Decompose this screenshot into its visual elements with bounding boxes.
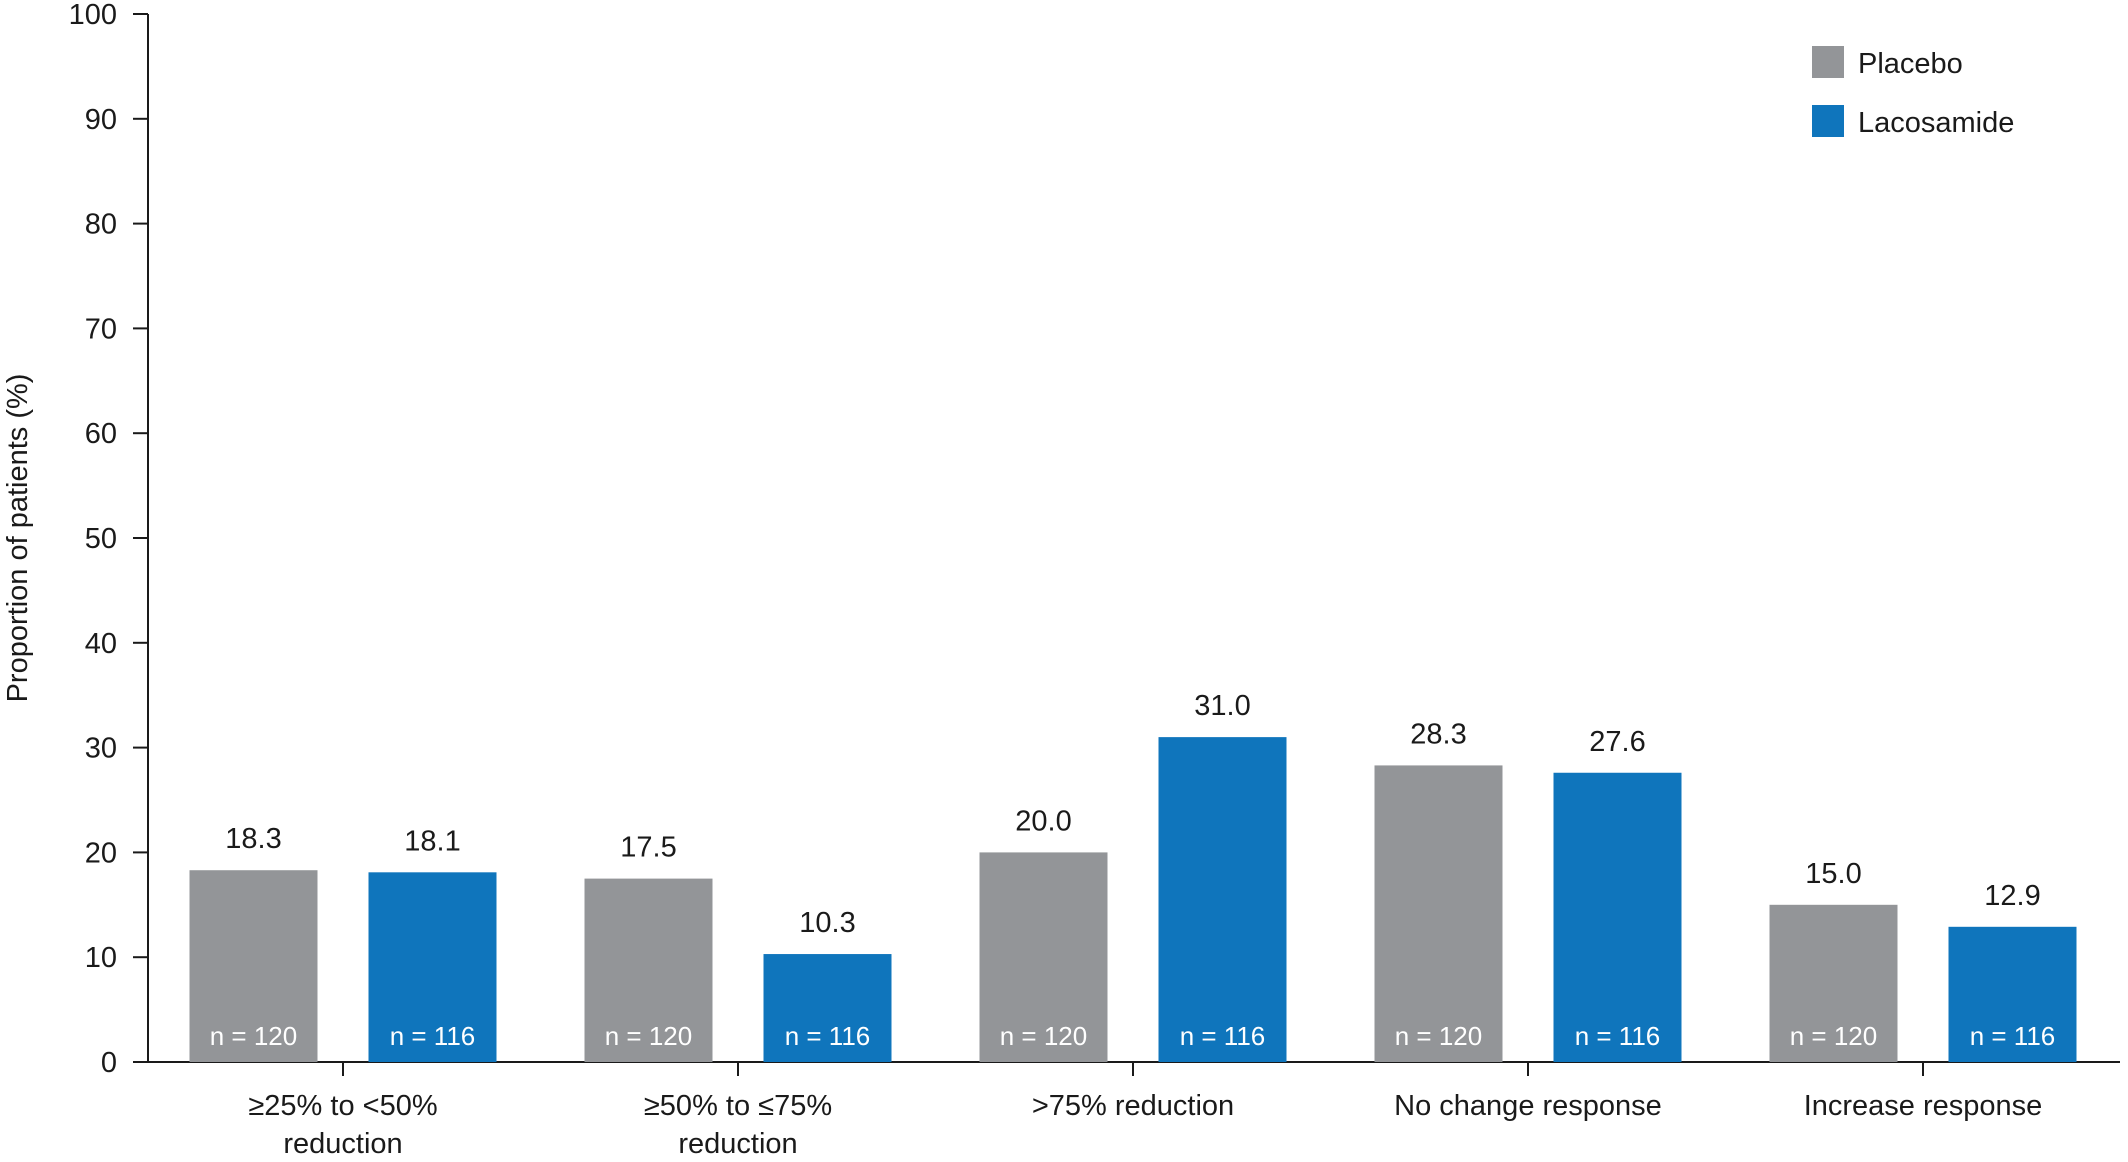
legend-label: Lacosamide	[1858, 107, 2014, 139]
y-tick-label: 0	[101, 1047, 117, 1079]
y-tick-label: 40	[85, 628, 117, 660]
data-label: 10.3	[799, 907, 855, 939]
bar-placebo	[189, 870, 318, 1062]
n-label: n = 116	[1575, 1021, 1661, 1051]
bar-placebo	[1769, 904, 1898, 1062]
x-tick-label: No change response	[1394, 1090, 1662, 1122]
x-tick-label: reduction	[283, 1128, 402, 1157]
x-tick-label: reduction	[678, 1128, 797, 1157]
n-label: n = 120	[605, 1021, 692, 1051]
bar-placebo	[979, 852, 1108, 1062]
n-label: n = 120	[1790, 1021, 1877, 1051]
data-label: 17.5	[620, 832, 676, 864]
bar-lacosamide	[1158, 737, 1287, 1062]
y-axis-title: Proportion of patients (%)	[2, 374, 34, 703]
x-tick-label: ≥50% to ≤75%	[644, 1090, 832, 1122]
n-label: n = 120	[1000, 1021, 1087, 1051]
x-tick-label: >75% reduction	[1032, 1090, 1234, 1122]
bar-lacosamide	[368, 872, 497, 1062]
x-tick-label: Increase response	[1804, 1090, 2043, 1122]
data-label: 31.0	[1194, 690, 1250, 722]
data-label: 27.6	[1589, 726, 1645, 758]
y-tick-label: 20	[85, 837, 117, 869]
y-tick-label: 60	[85, 418, 117, 450]
n-label: n = 116	[785, 1021, 871, 1051]
bar-lacosamide	[1553, 772, 1682, 1062]
bar-placebo	[584, 878, 713, 1062]
data-label: 18.1	[404, 825, 460, 857]
n-label: n = 116	[390, 1021, 476, 1051]
data-label: 28.3	[1410, 718, 1466, 750]
y-tick-label: 70	[85, 313, 117, 345]
data-label: 15.0	[1805, 858, 1861, 890]
y-tick-label: 50	[85, 523, 117, 555]
bars	[189, 737, 2077, 1062]
x-tick-label: ≥25% to <50%	[248, 1090, 437, 1122]
y-tick-label: 90	[85, 104, 117, 136]
data-label: 12.9	[1984, 880, 2040, 912]
bar-lacosamide	[763, 954, 892, 1062]
bar-placebo	[1374, 765, 1503, 1062]
n-label: n = 120	[210, 1021, 297, 1051]
legend-swatch-lacosamide	[1812, 105, 1844, 137]
y-tick-label: 10	[85, 942, 117, 974]
y-tick-label: 30	[85, 733, 117, 765]
bar-lacosamide	[1948, 926, 2077, 1062]
data-label: 20.0	[1015, 805, 1071, 837]
n-label: n = 116	[1180, 1021, 1266, 1051]
legend-swatch-placebo	[1812, 46, 1844, 78]
n-label: n = 120	[1395, 1021, 1482, 1051]
data-label: 18.3	[225, 823, 281, 855]
y-tick-label: 100	[69, 0, 117, 31]
legend: Placebo Lacosamide	[1812, 46, 2014, 139]
labels: ≥25% to <50% reduction 18.3 n = 120 18.1 n = …	[210, 690, 2056, 1160]
legend-label: Placebo	[1858, 48, 1963, 80]
n-label: n = 116	[1970, 1021, 2056, 1051]
axes: 0 10 20 30 40 50 60 70 80 90 100 Proportion of pati…	[2, 0, 2120, 1079]
y-tick-label: 80	[85, 209, 117, 241]
